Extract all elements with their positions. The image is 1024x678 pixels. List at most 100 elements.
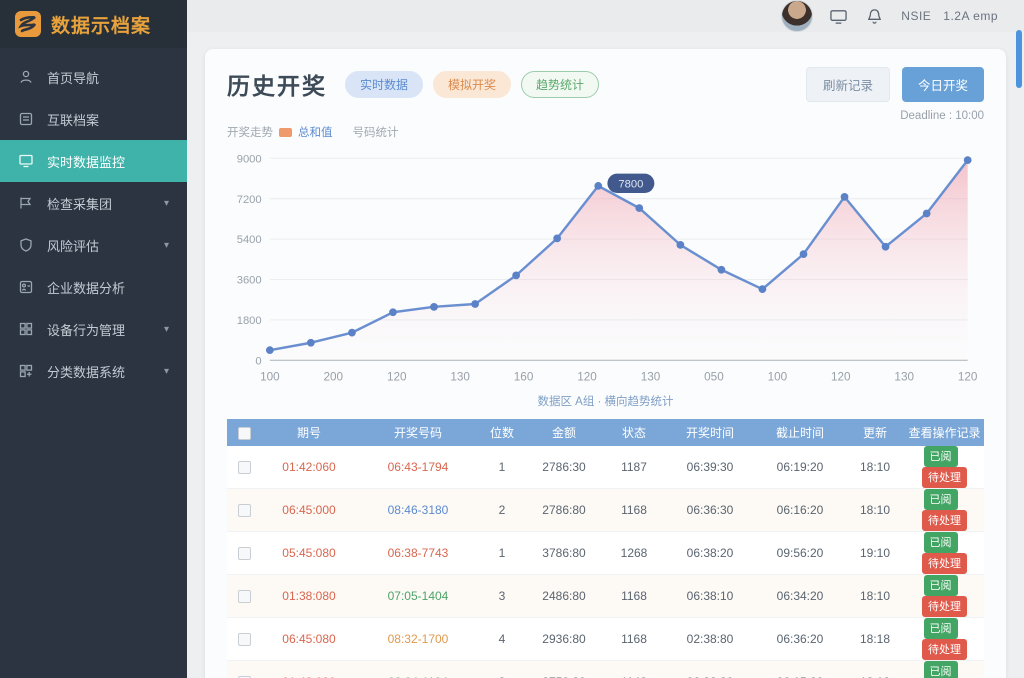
row-select-cell xyxy=(227,531,261,575)
number-cell[interactable]: 06:38-7743 xyxy=(357,531,479,575)
table-row: 06:45:080 08:32-1700 4 2936:80 1168 02:38:80 0… xyxy=(227,617,984,661)
bell-icon[interactable] xyxy=(865,7,885,25)
chevron-down-icon: ▾ xyxy=(163,365,169,377)
amount-cell: 3786:80 xyxy=(525,531,603,575)
filter-pill-2[interactable]: 模拟开奖 xyxy=(433,70,512,98)
user-label: 1.2A emp xyxy=(943,9,998,23)
number-cell[interactable]: 08:46-3180 xyxy=(357,488,479,532)
svg-text:0: 0 xyxy=(255,355,261,367)
close-time-cell: 09:56:20 xyxy=(755,531,845,575)
row-checkbox[interactable] xyxy=(237,461,251,475)
sidebar-item-4[interactable]: 检查采集团 ▾ xyxy=(0,182,187,224)
topbar: NSIE 1.2A emp xyxy=(187,0,1024,32)
delete-badge[interactable]: 待处理 xyxy=(922,595,967,617)
row-checkbox[interactable] xyxy=(237,590,251,604)
digits-cell: 3 xyxy=(479,660,525,678)
view-badge[interactable]: 已阅 xyxy=(923,617,958,639)
update-cell: 18:10 xyxy=(845,574,905,618)
digits-cell: 4 xyxy=(479,617,525,661)
view-badge[interactable]: 已阅 xyxy=(923,660,958,678)
primary-action-button[interactable]: 今日开奖 xyxy=(901,67,984,102)
avatar[interactable] xyxy=(781,0,814,32)
sidebar-item-label: 首页导航 xyxy=(47,70,100,86)
svg-text:120: 120 xyxy=(577,371,597,384)
table-header: 期号 开奖号码 位数 金额 状态 开奖时间 截止时间 更新 查看操作记录 xyxy=(227,418,984,446)
svg-text:160: 160 xyxy=(514,371,534,384)
svg-text:050: 050 xyxy=(704,371,724,384)
legend-suffix: 号码统计 xyxy=(352,127,399,139)
user-icon xyxy=(18,69,35,86)
period-cell: 01:42:060 xyxy=(261,445,357,489)
sidebar-item-3[interactable]: 实时数据监控 xyxy=(0,140,187,182)
draw-time-cell: 06:39:30 xyxy=(665,445,755,489)
page-title: 历史开奖 xyxy=(227,73,327,99)
monitor-icon[interactable] xyxy=(829,7,849,25)
view-badge[interactable]: 已阅 xyxy=(923,531,958,553)
period-cell: 06:45:080 xyxy=(261,617,357,661)
delete-badge[interactable]: 待处理 xyxy=(922,466,967,488)
sidebar-item-label: 风险评估 xyxy=(47,238,100,254)
actions-cell: 已阅待处理 xyxy=(905,445,984,489)
row-checkbox[interactable] xyxy=(237,547,251,561)
close-time-cell: 06:16:20 xyxy=(755,488,845,532)
svg-text:9000: 9000 xyxy=(237,153,262,165)
chevron-down-icon: ▾ xyxy=(163,197,169,209)
delete-badge[interactable]: 待处理 xyxy=(922,509,967,531)
scrollbar-thumb[interactable] xyxy=(1016,30,1022,88)
column-header-9: 查看操作记录 xyxy=(905,418,984,446)
svg-text:7800: 7800 xyxy=(618,178,643,190)
view-badge[interactable]: 已阅 xyxy=(923,445,958,467)
update-cell: 18:18 xyxy=(845,660,905,678)
sidebar-item-6[interactable]: 企业数据分析 xyxy=(0,266,187,308)
actions-cell: 已阅待处理 xyxy=(905,660,984,678)
row-select-cell xyxy=(227,574,261,618)
chart-caption: 数据区 A组 · 横向趋势统计 xyxy=(537,395,674,408)
update-cell: 19:10 xyxy=(845,531,905,575)
amount-cell: 2786:30 xyxy=(525,445,603,489)
sidebar-item-8[interactable]: 分类数据系统 ▾ xyxy=(0,350,187,392)
sidebar-item-5[interactable]: 风险评估 ▾ xyxy=(0,224,187,266)
close-time-cell: 06:19:20 xyxy=(755,445,845,489)
refresh-button[interactable]: 刷新记录 xyxy=(805,67,890,102)
delete-badge[interactable]: 待处理 xyxy=(922,638,967,660)
main-area: NSIE 1.2A emp 历史开奖 实时数据 模拟开奖 趋势统计 刷新记录 今日开… xyxy=(187,0,1024,678)
filter-pill-1[interactable]: 实时数据 xyxy=(345,70,424,98)
period-cell: 05:45:080 xyxy=(261,531,357,575)
number-cell[interactable]: 06:43-1794 xyxy=(357,445,479,489)
number-cell[interactable]: 07:05-1404 xyxy=(357,574,479,618)
card-header: 历史开奖 实时数据 模拟开奖 趋势统计 刷新记录 今日开奖 Deadline : 1… xyxy=(227,67,984,122)
sidebar-item-7[interactable]: 设备行为管理 ▾ xyxy=(0,308,187,350)
row-checkbox[interactable] xyxy=(237,504,251,518)
draw-time-cell: 06:38:80 xyxy=(665,660,755,678)
sidebar-item-1[interactable]: 首页导航 xyxy=(0,56,187,98)
status-cell: 1268 xyxy=(603,531,665,575)
row-checkbox[interactable] xyxy=(237,633,251,647)
row-select-cell xyxy=(227,445,261,489)
delete-badge[interactable]: 待处理 xyxy=(922,552,967,574)
filter-pill-3[interactable]: 趋势统计 xyxy=(521,70,600,98)
column-header-8: 更新 xyxy=(845,418,905,446)
view-badge[interactable]: 已阅 xyxy=(923,574,958,596)
analytics-icon xyxy=(18,279,35,296)
close-time-cell: 06:34:20 xyxy=(755,574,845,618)
number-cell[interactable]: 08:32-1700 xyxy=(357,617,479,661)
column-header-6: 开奖时间 xyxy=(665,418,755,446)
svg-text:130: 130 xyxy=(450,371,470,384)
line-chart[interactable]: 0 1800 3600 5400 7200 9000 7800 100 200 120 130 160… xyxy=(227,144,984,391)
legend-swatch xyxy=(279,127,292,137)
amount-cell: 2486:80 xyxy=(525,574,603,618)
row-select-cell xyxy=(227,617,261,661)
view-badge[interactable]: 已阅 xyxy=(923,488,958,510)
svg-text:100: 100 xyxy=(768,371,788,384)
svg-text:1800: 1800 xyxy=(237,315,262,327)
row-checkbox[interactable] xyxy=(237,676,251,678)
select-all-checkbox[interactable] xyxy=(237,426,251,440)
sidebar-item-2[interactable]: 互联档案 xyxy=(0,98,187,140)
user-info: NSIE 1.2A emp xyxy=(901,9,998,23)
table-row: 06:45:000 08:46-3180 2 2786:80 1168 06:36:30 0… xyxy=(227,488,984,532)
number-cell[interactable]: 08:04-1104 xyxy=(357,660,479,678)
logo-icon xyxy=(14,10,42,38)
device-icon xyxy=(18,321,35,338)
status-cell: 1187 xyxy=(603,445,665,489)
update-cell: 18:18 xyxy=(845,617,905,661)
